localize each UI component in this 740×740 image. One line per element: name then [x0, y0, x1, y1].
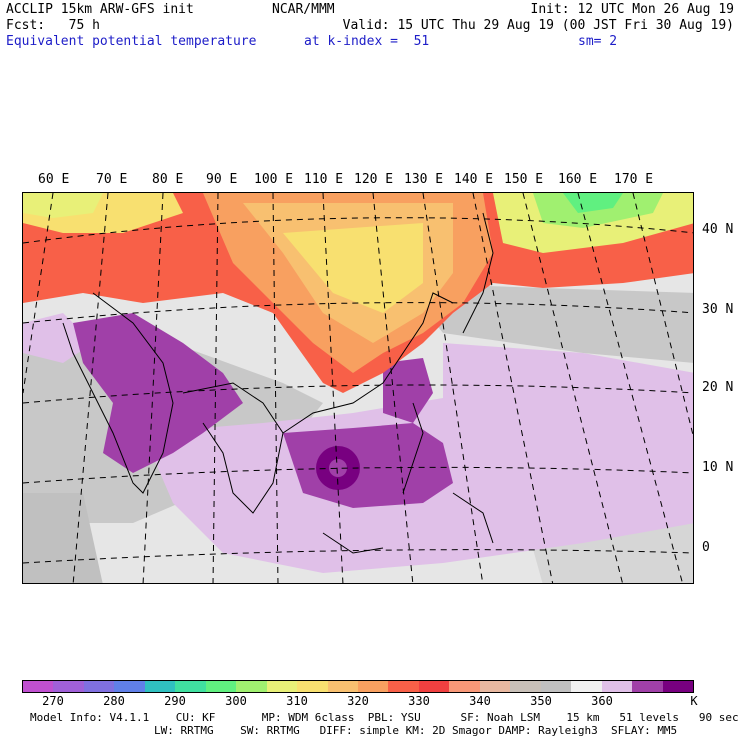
level-index: at k-index = 51	[304, 34, 430, 49]
lon-label: 90 E	[206, 172, 238, 187]
lon-label: 120 E	[354, 172, 394, 187]
colorbar-swatch	[540, 681, 572, 692]
colorbar-tick: 290	[164, 694, 186, 708]
colorbar-swatch	[114, 681, 145, 692]
colorbar-swatch	[23, 681, 54, 692]
map-canvas	[23, 193, 693, 583]
field-name: Equivalent potential temperature	[6, 34, 257, 49]
colorbar-tick: 310	[286, 694, 308, 708]
colorbar-swatch	[205, 681, 237, 692]
colorbar-tick: 330	[408, 694, 430, 708]
colorbar-tick: 280	[103, 694, 125, 708]
colorbar-swatch	[418, 681, 450, 692]
lat-label: 0	[702, 540, 710, 555]
model-title: ACCLIP 15km ARW-GFS init	[6, 2, 194, 17]
lat-label: 40 N	[702, 222, 734, 237]
theta-e-map	[22, 192, 694, 584]
colorbar-swatch	[327, 681, 358, 692]
lon-label: 130 E	[404, 172, 444, 187]
colorbar-tick: 320	[347, 694, 369, 708]
colorbar-swatch	[236, 681, 267, 692]
smoothing: sm= 2	[578, 34, 618, 49]
colorbar-tick: 340	[469, 694, 491, 708]
lat-label: 10 N	[702, 460, 734, 475]
lon-label: 70 E	[96, 172, 128, 187]
lon-label: 110 E	[304, 172, 344, 187]
valid-time: Valid: 15 UTC Thu 29 Aug 19 (00 JST Fri …	[342, 18, 734, 33]
colorbar-swatch	[83, 681, 115, 692]
lon-label: 150 E	[504, 172, 544, 187]
colorbar-swatch	[357, 681, 389, 692]
colorbar-tick: 360	[591, 694, 613, 708]
lon-label: 140 E	[454, 172, 494, 187]
organization: NCAR/MMM	[272, 2, 335, 17]
colorbar-tick: 270	[42, 694, 64, 708]
lon-label: 170 E	[614, 172, 654, 187]
colorbar-swatch	[144, 681, 176, 692]
colorbar-swatch	[510, 681, 541, 692]
colorbar-swatch	[297, 681, 328, 692]
colorbar-tick: 300	[225, 694, 247, 708]
init-time: Init: 12 UTC Mon 26 Aug 19	[530, 2, 735, 17]
colorbar-swatch	[662, 681, 693, 692]
colorbar-swatch	[632, 681, 663, 692]
forecast-hour: Fcst: 75 h	[6, 18, 100, 33]
colorbar-swatch	[175, 681, 206, 692]
model-info-line1: Model Info: V4.1.1 CU: KF MP: WDM 6class…	[30, 711, 739, 724]
lat-label: 20 N	[702, 380, 734, 395]
colorbar	[22, 680, 694, 693]
colorbar-swatch	[266, 681, 298, 692]
colorbar-swatch	[53, 681, 84, 692]
colorbar-swatch	[601, 681, 633, 692]
lon-label: 100 E	[254, 172, 294, 187]
lon-label: 80 E	[152, 172, 184, 187]
colorbar-swatch	[449, 681, 480, 692]
colorbar-swatch	[388, 681, 419, 692]
lon-label: 160 E	[558, 172, 598, 187]
colorbar-swatch	[479, 681, 511, 692]
colorbar-tick: 350	[530, 694, 552, 708]
colorbar-swatch	[571, 681, 602, 692]
lon-label: 60 E	[38, 172, 70, 187]
lat-label: 30 N	[702, 302, 734, 317]
model-info-line2: LW: RRTMG SW: RRTMG DIFF: simple KM: 2D …	[154, 724, 678, 737]
colorbar-unit: K	[690, 694, 698, 708]
